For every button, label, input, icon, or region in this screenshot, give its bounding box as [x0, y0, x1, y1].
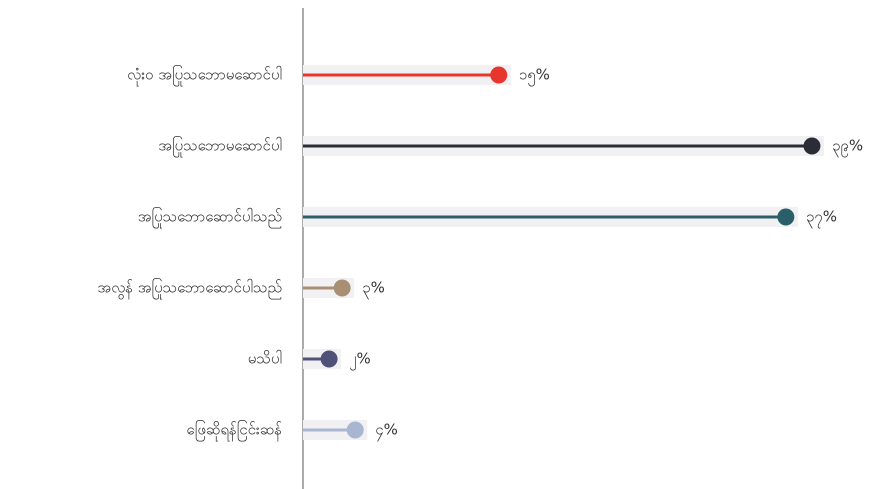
category-label: အလွန် အပြုသဘောဆောင်ပါသည် — [97, 278, 282, 300]
category-label: ဖြေဆိုရန်ငြင်းဆန် — [186, 420, 282, 442]
dot — [490, 66, 508, 84]
category-label: လုံးဝ အပြုသဘောမဆောင်ပါ — [127, 65, 282, 87]
value-label: ၃၇% — [806, 208, 837, 229]
dot — [803, 137, 821, 155]
dot — [333, 279, 351, 297]
category-label: အပြုသဘောမဆောင်ပါ — [158, 136, 282, 158]
category-label: အပြုသဘောဆောင်ပါသည် — [138, 207, 282, 229]
value-label: ၂% — [349, 350, 371, 371]
value-label: ၁၅% — [519, 66, 550, 87]
value-label: ၄% — [375, 421, 398, 442]
dot — [777, 208, 795, 226]
value-label: ၃၉% — [832, 137, 863, 158]
dot — [320, 350, 338, 368]
category-label: မသိပါ — [248, 350, 282, 368]
dot — [346, 421, 364, 439]
value-label: ၃% — [362, 279, 385, 300]
